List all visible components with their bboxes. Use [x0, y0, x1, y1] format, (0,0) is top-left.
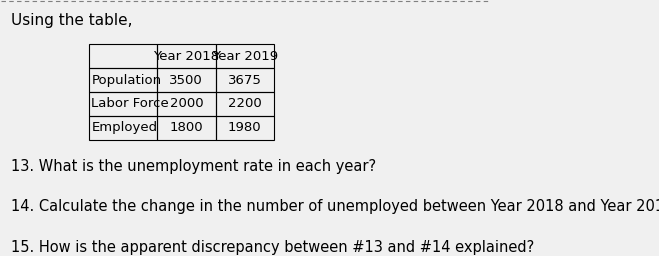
- Text: 1980: 1980: [228, 121, 262, 134]
- Text: Population: Population: [92, 73, 161, 87]
- Text: Using the table,: Using the table,: [11, 13, 132, 28]
- Text: Labor Force: Labor Force: [92, 97, 169, 110]
- Text: 3675: 3675: [228, 73, 262, 87]
- Text: 14. Calculate the change in the number of unemployed between Year 2018 and Year : 14. Calculate the change in the number o…: [11, 199, 659, 214]
- Text: Employed: Employed: [92, 121, 158, 134]
- Text: 2200: 2200: [228, 97, 262, 110]
- Text: 1800: 1800: [169, 121, 203, 134]
- Text: 3500: 3500: [169, 73, 203, 87]
- Text: 15. How is the apparent discrepancy between #13 and #14 explained?: 15. How is the apparent discrepancy betw…: [11, 240, 534, 255]
- Text: Year 2018: Year 2018: [154, 50, 219, 63]
- Text: Year 2019: Year 2019: [212, 50, 278, 63]
- Text: 13. What is the unemployment rate in each year?: 13. What is the unemployment rate in eac…: [11, 159, 376, 174]
- Text: 2000: 2000: [169, 97, 203, 110]
